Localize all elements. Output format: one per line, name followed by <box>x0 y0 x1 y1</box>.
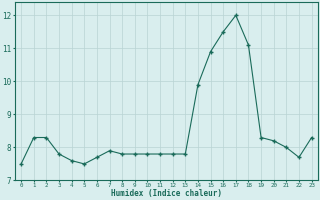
X-axis label: Humidex (Indice chaleur): Humidex (Indice chaleur) <box>111 189 222 198</box>
